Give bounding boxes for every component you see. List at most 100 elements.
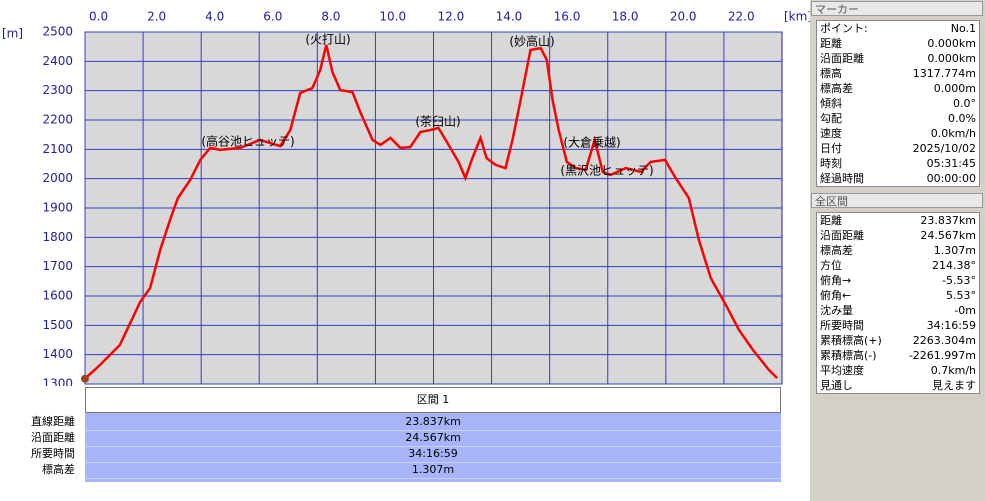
- info-label: 見通し: [820, 379, 853, 392]
- annotation: (高谷池ヒュッテ): [201, 134, 294, 149]
- info-value: 0.0°: [953, 97, 976, 110]
- info-row: 時刻 05:31:45: [817, 156, 979, 171]
- section-label: 標高差: [42, 463, 75, 476]
- start-marker: [81, 374, 89, 383]
- info-value: 0.7km/h: [930, 364, 976, 377]
- profile-chart: [m] [km] 1300 1400 1500 1600 1700 1800 1900 200…: [2, 10, 810, 387]
- info-row: 経過時間 00:00:00: [817, 171, 979, 186]
- info-label: 傾斜: [820, 97, 842, 110]
- info-value: 34:16:59: [926, 319, 976, 332]
- info-label: 経過時間: [820, 172, 864, 185]
- section-value: 34:16:59: [85, 446, 781, 463]
- x-tick-label: 20.0: [670, 10, 697, 24]
- y-tick-label: 2100: [42, 142, 73, 156]
- section-title[interactable]: 区間 1: [85, 387, 781, 413]
- y-tick-label: 1700: [42, 259, 73, 273]
- info-label: 距離: [820, 37, 842, 50]
- y-tick-label: 1900: [42, 201, 73, 215]
- x-tick-label: 8.0: [321, 10, 340, 24]
- y-tick-label: 2300: [42, 83, 73, 97]
- summary-box: 距離 23.837km 沿面距離 24.567km 標高差 1.307m 方位 214.38°…: [816, 212, 980, 394]
- info-row: 標高 1317.774m: [817, 66, 979, 81]
- y-tick-label: 2500: [42, 25, 73, 39]
- info-label: 時刻: [820, 157, 842, 170]
- info-row: 累積標高(+) 2263.304m: [817, 333, 979, 348]
- info-value: 23.837km: [920, 214, 976, 227]
- y-tick-label: 1400: [42, 347, 73, 361]
- x-tick-label: 2.0: [147, 10, 166, 24]
- info-row: 標高差 0.000m: [817, 81, 979, 96]
- info-value: -5.53°: [942, 274, 976, 287]
- section-row: 直線距離 23.837km: [0, 414, 781, 431]
- x-tick-label: 12.0: [438, 10, 465, 24]
- info-row: 見通し 見えます: [817, 378, 979, 393]
- info-label: 沿面距離: [820, 52, 864, 65]
- info-label: 標高差: [820, 82, 853, 95]
- info-value: 見えます: [932, 379, 976, 392]
- info-row: 俯角← 5.53°: [817, 288, 979, 303]
- info-row: 沿面距離 24.567km: [817, 228, 979, 243]
- section-value: 23.837km: [85, 414, 781, 431]
- section-row: 所要時間 34:16:59: [0, 446, 781, 463]
- info-label: 標高: [820, 67, 842, 80]
- info-label: 日付: [820, 142, 842, 155]
- y-tick-label: 1300: [42, 377, 73, 387]
- annotation: (大倉乗越): [563, 135, 620, 150]
- x-tick-label: 4.0: [205, 10, 224, 24]
- info-row: 距離 23.837km: [817, 213, 979, 228]
- x-tick-label: 16.0: [554, 10, 581, 24]
- info-value: 24.567km: [920, 229, 976, 242]
- info-row: 沿面距離 0.000km: [817, 51, 979, 66]
- y-unit: [m]: [2, 27, 23, 41]
- info-value: 00:00:00: [926, 172, 976, 185]
- summary-title: 全区間: [811, 193, 983, 208]
- info-row: 傾斜 0.0°: [817, 96, 979, 111]
- annotation: (黒沢池ヒュッテ): [560, 164, 653, 178]
- y-tick-label: 2000: [42, 171, 73, 185]
- info-label: 標高差: [820, 244, 853, 257]
- annotation: (火打山): [305, 33, 350, 47]
- info-label: 俯角←: [820, 289, 852, 302]
- x-tick-label: 22.0: [728, 10, 755, 24]
- x-tick-label: 6.0: [263, 10, 282, 24]
- x-tick-label: 18.0: [612, 10, 639, 24]
- info-value: 214.38°: [932, 259, 976, 272]
- info-value: 1.307m: [933, 244, 976, 257]
- info-label: 俯角→: [820, 274, 852, 287]
- info-label: 勾配: [820, 112, 842, 125]
- info-row: 勾配 0.0%: [817, 111, 979, 126]
- info-row: 標高差 1.307m: [817, 243, 979, 258]
- marker-title: マーカー: [811, 1, 983, 16]
- info-value: 0.0km/h: [930, 127, 976, 140]
- x-tick-label: 0.0: [89, 10, 108, 24]
- info-value: 0.000m: [933, 82, 976, 95]
- y-tick-label: 1600: [42, 289, 73, 303]
- section-value: 1.307m: [85, 462, 781, 479]
- section-label: 沿面距離: [31, 431, 75, 444]
- info-label: 所要時間: [820, 319, 864, 332]
- info-label: 沿面距離: [820, 229, 864, 242]
- info-value: 0.000km: [927, 52, 976, 65]
- info-row: 累積標高(-) -2261.997m: [817, 348, 979, 363]
- section-label: 直線距離: [31, 415, 75, 428]
- info-value: 0.0%: [948, 112, 976, 125]
- annotation: (妙高山): [509, 34, 554, 49]
- info-value: -0m: [954, 304, 976, 317]
- info-value: 05:31:45: [926, 157, 976, 170]
- section-label: 所要時間: [31, 447, 75, 460]
- info-value: 2263.304m: [912, 334, 976, 347]
- info-row: 平均速度 0.7km/h: [817, 363, 979, 378]
- info-row: 俯角→ -5.53°: [817, 273, 979, 288]
- info-label: ポイント:: [820, 22, 868, 35]
- info-label: 累積標高(+): [820, 334, 882, 347]
- info-row: 速度 0.0km/h: [817, 126, 979, 141]
- info-label: 累積標高(-): [820, 349, 877, 362]
- annotation: (茶臼山): [415, 114, 460, 129]
- info-label: 距離: [820, 214, 842, 227]
- section-panel: 区間 1 直線距離 23.837km 沿面距離 24.567km 所要時間 34:16:5…: [0, 386, 810, 501]
- x-tick-label: 10.0: [379, 10, 406, 24]
- section-row: 標高差 1.307m: [0, 462, 781, 479]
- info-label: 沈み量: [820, 304, 853, 317]
- info-row: 沈み量 -0m: [817, 303, 979, 318]
